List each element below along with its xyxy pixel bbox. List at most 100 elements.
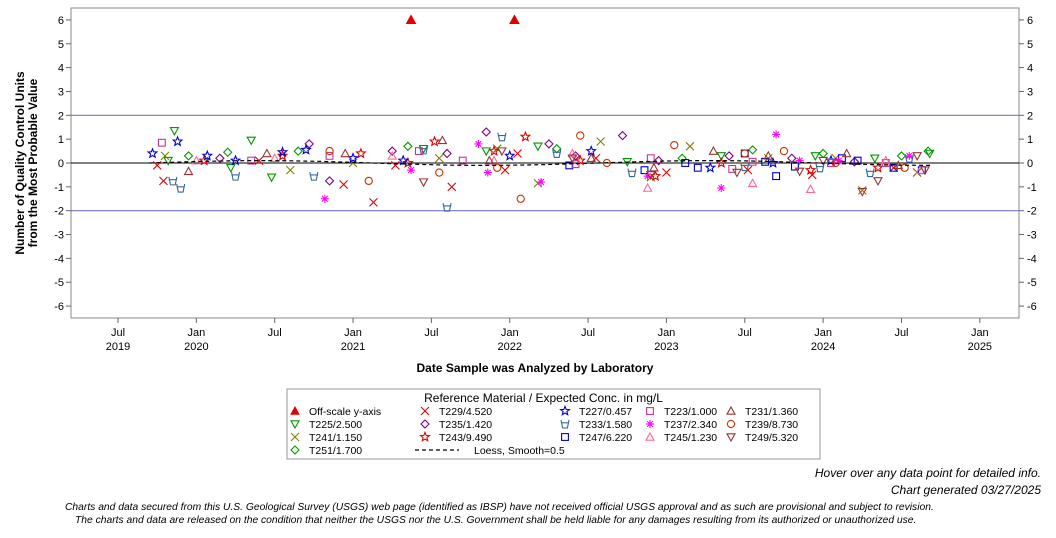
y-tick-label: 2 xyxy=(58,110,64,122)
y-tick-label-right: 3 xyxy=(1027,86,1033,98)
legend-symbol-t245 xyxy=(645,431,655,441)
data-point-t225 xyxy=(169,127,180,136)
data-point-t237 xyxy=(483,168,492,177)
data-point-t235 xyxy=(215,153,225,164)
y-tick-label-right: -5 xyxy=(1027,277,1037,289)
data-point-t231 xyxy=(484,155,495,165)
data-point-t231 xyxy=(648,162,659,172)
data-point-t227 xyxy=(276,146,289,158)
disclaimer-line-2: The charts and data are released on the … xyxy=(75,515,917,526)
data-point-t245 xyxy=(747,178,758,188)
data-point-t239 xyxy=(325,146,334,156)
generated-date: Chart generated 03/27/2025 xyxy=(890,483,1041,497)
data-point-t237 xyxy=(905,151,914,160)
data-point-t223 xyxy=(157,138,166,147)
data-point-t227 xyxy=(300,143,312,155)
legend-label-off-scale-y-axis: Off-scale y-axis xyxy=(309,406,381,418)
y-tick-label-right: -1 xyxy=(1027,182,1037,194)
data-point-t235 xyxy=(544,139,554,149)
legend-label-t249: T249/5.320 xyxy=(745,432,798,444)
data-point-t235 xyxy=(787,153,797,164)
data-point-t251 xyxy=(896,151,907,161)
legend-label-t245: T245/1.230 xyxy=(664,432,717,444)
data-point-t247 xyxy=(889,163,898,172)
legend-symbol-t225 xyxy=(290,420,300,430)
data-point-t249 xyxy=(645,171,656,181)
legend-label-t247: T247/6.220 xyxy=(579,432,632,444)
data-point-t237 xyxy=(320,194,329,203)
offscale-marker xyxy=(509,14,520,25)
disclaimer-line-1: Charts and data secured from this U.S. G… xyxy=(65,502,934,513)
y-tick-label-right: 1 xyxy=(1027,134,1033,146)
data-point-t229 xyxy=(743,165,753,175)
y-tick-label-right: -4 xyxy=(1027,253,1037,265)
legend-symbol-t239 xyxy=(726,419,736,429)
data-point-t245 xyxy=(269,153,280,162)
data-point-t227 xyxy=(767,156,779,168)
y-tick-label: 1 xyxy=(58,134,64,146)
data-point-t235 xyxy=(653,155,664,166)
data-point-t249 xyxy=(418,178,429,188)
data-point-t237 xyxy=(772,130,781,139)
data-point-t231 xyxy=(763,150,774,160)
data-point-t243 xyxy=(519,130,532,142)
data-point-t227 xyxy=(397,154,410,166)
x-tick-label: Jul xyxy=(268,327,282,339)
legend-label-t239: T239/8.730 xyxy=(745,419,798,431)
data-point-t231 xyxy=(708,145,719,155)
data-point-t247 xyxy=(640,166,649,175)
legend-label-t251: T251/1.700 xyxy=(309,445,362,457)
y-tick-label: 4 xyxy=(58,63,64,75)
loess-line xyxy=(149,159,933,166)
data-point-t231 xyxy=(437,135,448,145)
data-point-t237 xyxy=(643,172,652,181)
y-tick-label-right: -2 xyxy=(1027,206,1037,218)
data-point-t243 xyxy=(872,161,884,173)
data-point-t251 xyxy=(403,141,413,152)
data-point-t225 xyxy=(533,142,543,152)
data-point-t239 xyxy=(602,158,612,168)
x-tick-label: Jul xyxy=(424,327,438,339)
x-tick-label: Jan xyxy=(344,327,362,339)
data-point-t229 xyxy=(254,156,264,166)
data-point-t229 xyxy=(390,160,400,170)
offscale-marker xyxy=(405,14,417,25)
data-point-t233 xyxy=(497,132,507,142)
x-tick-label: Jul xyxy=(581,327,595,339)
data-point-t235 xyxy=(387,146,398,156)
data-point-t239 xyxy=(576,131,585,140)
data-point-t223 xyxy=(414,147,423,156)
data-point-t249 xyxy=(732,168,742,178)
data-point-t229 xyxy=(339,180,349,189)
data-point-t243 xyxy=(715,156,728,168)
legend-symbol-t251 xyxy=(290,445,300,455)
legend-symbol-t241 xyxy=(290,432,300,442)
y-axis-title-line-1: Number of Quality Control Units xyxy=(13,71,27,255)
plot-area: 6 6 5 5 4 4 3 3 2 2 1 1 0 0 -1 -1 -2 -2 -3 -3 -4 -4 -5 -5 -6 -6 Ju… xyxy=(13,7,1037,375)
x-tick-label: Jan xyxy=(971,327,989,339)
data-point-t251 xyxy=(222,147,233,158)
data-point-t249 xyxy=(567,154,578,164)
data-point-t245 xyxy=(880,155,891,165)
legend-label-t237: T237/2.340 xyxy=(664,419,717,431)
data-point-t243 xyxy=(428,135,441,147)
y-tick-label: -6 xyxy=(54,301,64,313)
data-point-t229 xyxy=(447,182,457,192)
x-axis-title: Date Sample was Analyzed by Laboratory xyxy=(417,361,654,375)
data-point-t227 xyxy=(171,135,184,147)
data-point-t233 xyxy=(740,162,750,172)
data-point-t237 xyxy=(537,178,546,187)
legend-label-loess-smooth-0-5: Loess, Smooth=0.5 xyxy=(474,445,565,457)
x-tick-label: Jan xyxy=(814,327,832,339)
y-tick-label-right: -6 xyxy=(1027,301,1037,313)
data-point-t237 xyxy=(474,139,483,148)
data-point-t241 xyxy=(434,153,444,163)
data-point-t243 xyxy=(198,154,211,166)
x-tick-label: Jan xyxy=(501,327,519,339)
data-point-t249 xyxy=(873,177,883,187)
x-tick-year-label: 2021 xyxy=(341,341,365,353)
data-point-t229 xyxy=(369,197,378,207)
y-tick-label: -2 xyxy=(54,206,64,218)
legend-label-t241: T241/1.150 xyxy=(309,432,362,444)
data-point-t247 xyxy=(693,163,702,172)
